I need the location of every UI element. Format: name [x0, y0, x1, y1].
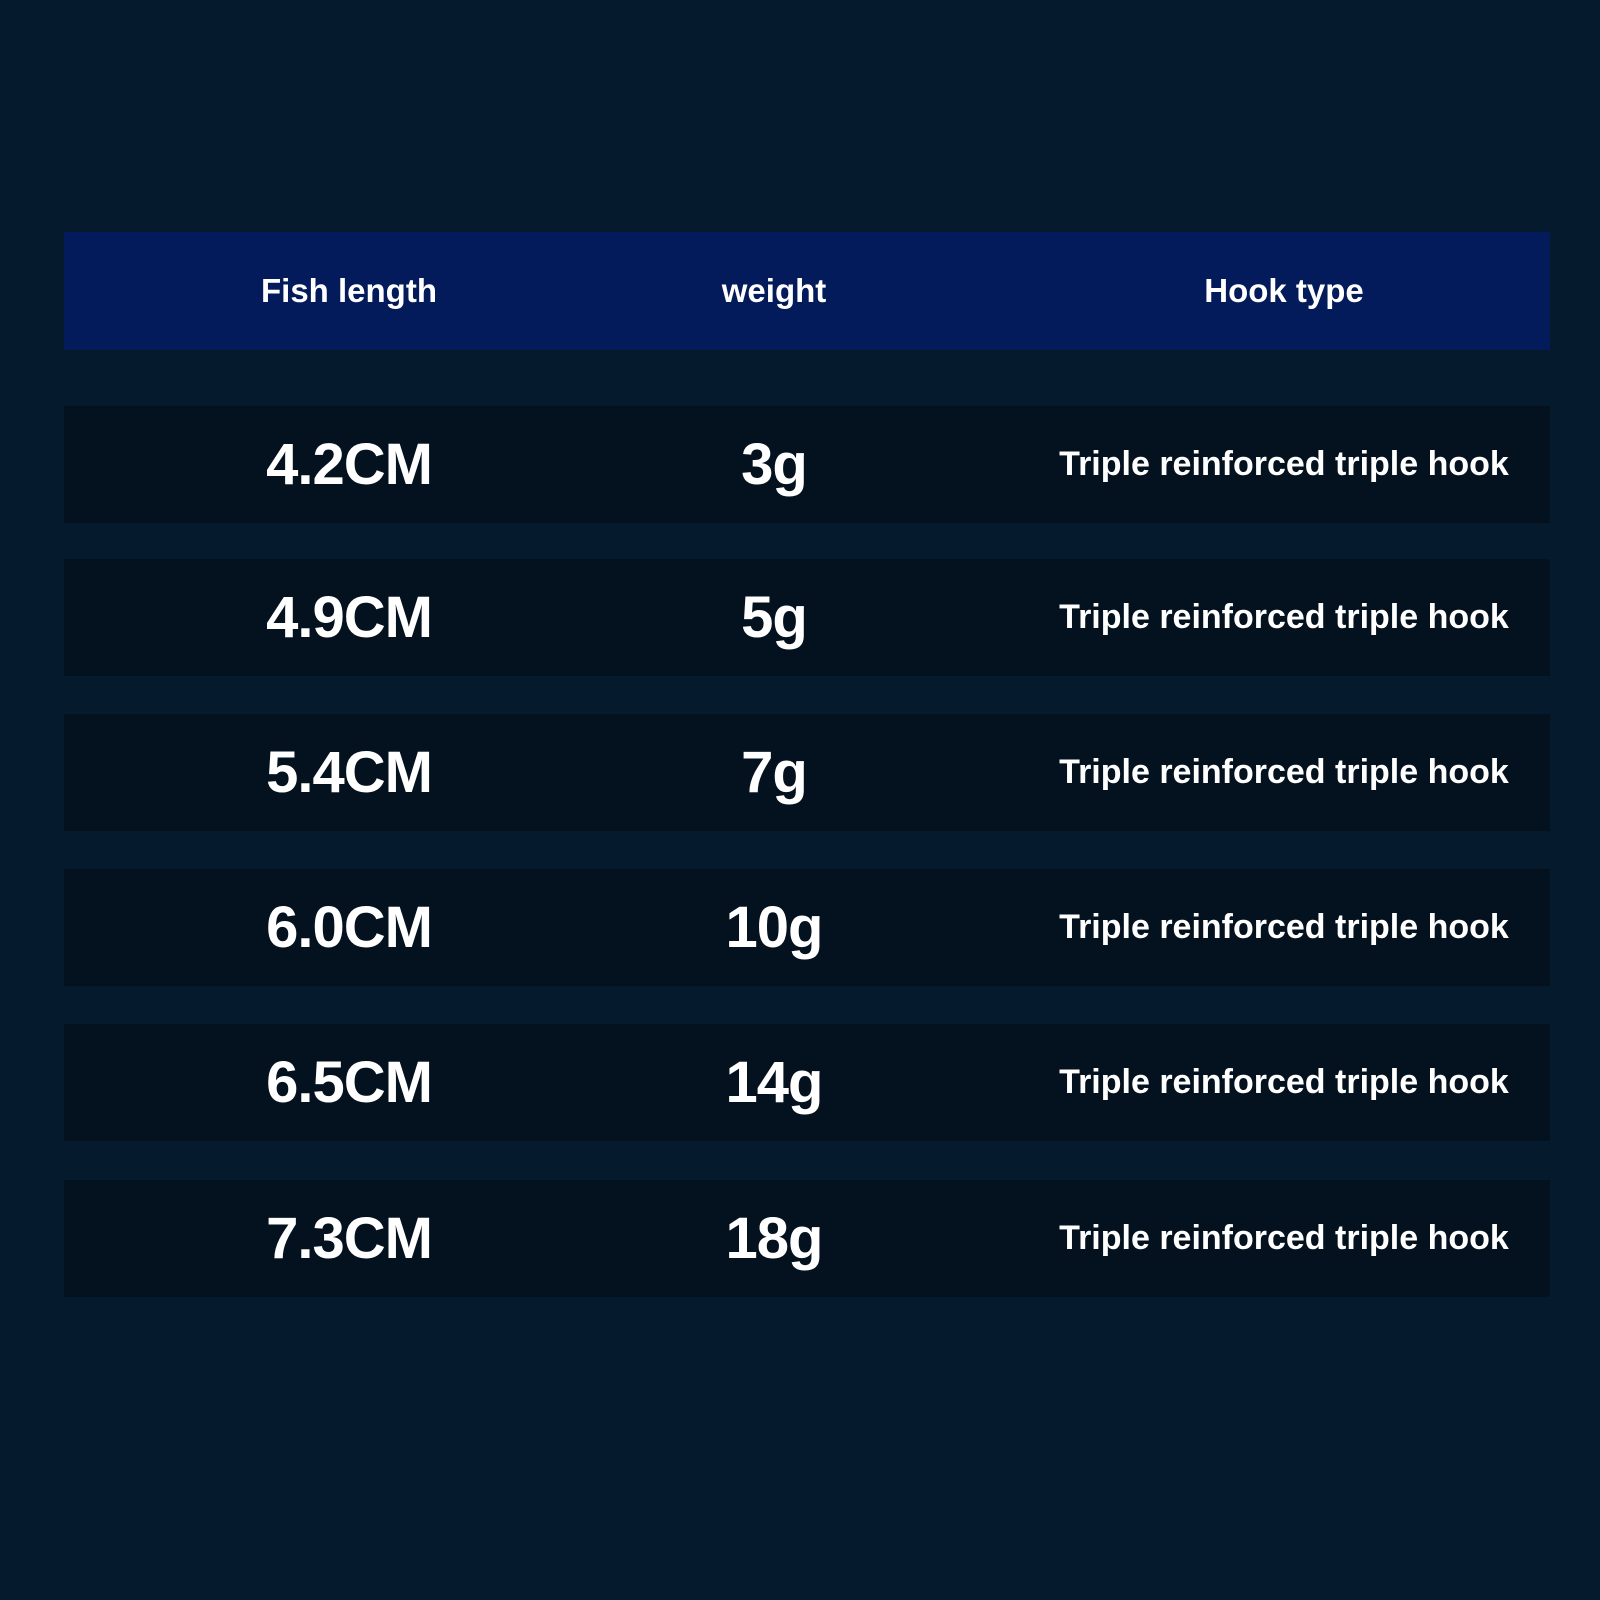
- table-row: 6.0CM 10g Triple reinforced triple hook: [64, 869, 1550, 986]
- table-header: Fish length weight Hook type: [64, 232, 1550, 350]
- cell-fish-length: 4.2CM: [266, 432, 433, 497]
- table-row: 4.9CM 5g Triple reinforced triple hook: [64, 559, 1550, 676]
- table-row: 5.4CM 7g Triple reinforced triple hook: [64, 714, 1550, 831]
- cell-fish-length: 6.5CM: [266, 1050, 433, 1115]
- cell-weight: 10g: [725, 895, 824, 960]
- table-row: 6.5CM 14g Triple reinforced triple hook: [64, 1024, 1550, 1141]
- cell-weight: 3g: [741, 432, 808, 497]
- header-weight: weight: [721, 272, 827, 309]
- cell-hook-type: Triple reinforced triple hook: [1059, 1219, 1509, 1257]
- cell-weight: 5g: [741, 585, 808, 650]
- cell-fish-length: 6.0CM: [266, 895, 433, 960]
- cell-hook-type: Triple reinforced triple hook: [1059, 1063, 1509, 1101]
- cell-weight: 14g: [725, 1050, 824, 1115]
- cell-fish-length: 4.9CM: [266, 585, 433, 650]
- cell-hook-type: Triple reinforced triple hook: [1059, 445, 1509, 483]
- cell-hook-type: Triple reinforced triple hook: [1059, 753, 1509, 791]
- table-row: 7.3CM 18g Triple reinforced triple hook: [64, 1180, 1550, 1297]
- header-fish-length: Fish length: [261, 272, 437, 309]
- header-hook-type: Hook type: [1204, 272, 1364, 309]
- cell-hook-type: Triple reinforced triple hook: [1059, 908, 1509, 946]
- table-row: 4.2CM 3g Triple reinforced triple hook: [64, 406, 1550, 523]
- cell-weight: 7g: [741, 740, 808, 805]
- cell-fish-length: 5.4CM: [266, 740, 433, 805]
- cell-weight: 18g: [725, 1206, 824, 1271]
- cell-fish-length: 7.3CM: [266, 1206, 433, 1271]
- cell-hook-type: Triple reinforced triple hook: [1059, 598, 1509, 636]
